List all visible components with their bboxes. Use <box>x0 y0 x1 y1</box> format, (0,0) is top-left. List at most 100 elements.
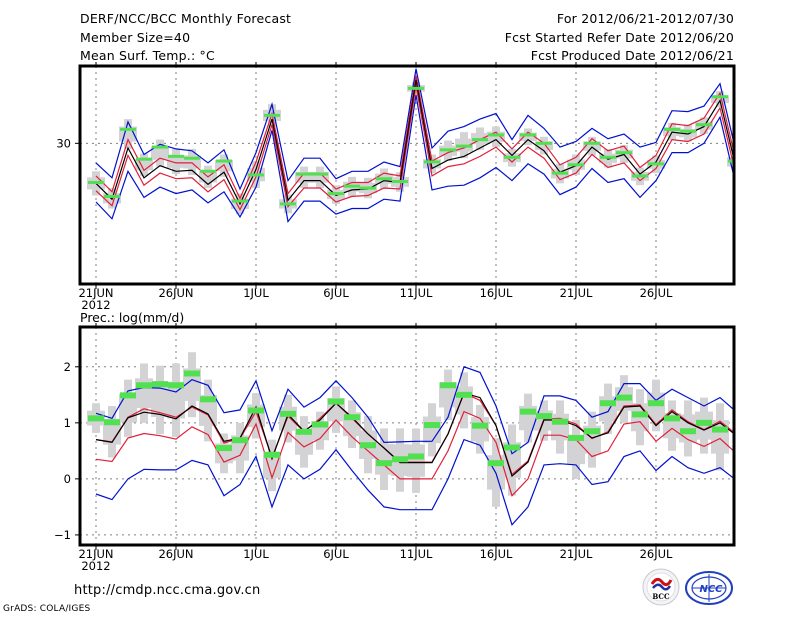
observation-marker <box>360 442 376 449</box>
observation-marker <box>312 421 328 428</box>
observation-marker <box>232 437 248 444</box>
observation-marker <box>616 394 632 401</box>
ensemble-mean-line <box>95 392 734 478</box>
observation-marker <box>408 453 424 460</box>
x-tick-label: 6JUL <box>323 286 349 300</box>
spread-box <box>103 418 121 445</box>
observation-marker <box>136 157 152 161</box>
observation-marker <box>392 180 408 184</box>
x-tick-label: 11JUL <box>400 547 433 561</box>
observation-marker <box>152 145 168 149</box>
x-tick-label: 11JUL <box>400 286 433 300</box>
spread-box <box>423 416 441 444</box>
observation-marker <box>216 445 232 452</box>
lower-inner-line <box>95 85 734 211</box>
observation-marker <box>680 129 696 133</box>
observation-marker <box>424 160 440 164</box>
spread-box <box>519 132 537 141</box>
spread-box <box>679 128 697 138</box>
forecast-produced-date: Fcst Produced Date 2012/06/21 <box>530 48 734 63</box>
observation-marker <box>568 434 584 441</box>
observation-marker <box>472 422 488 429</box>
x-tick-label: 26JUL <box>640 286 673 300</box>
observation-marker <box>488 460 504 467</box>
bcc-logo-text: BCC <box>652 592 670 601</box>
observation-marker <box>280 202 296 206</box>
observation-marker <box>104 419 120 426</box>
x-tick-label: 21JUN <box>78 547 113 561</box>
spread-box <box>151 382 169 417</box>
observation-marker <box>280 410 296 417</box>
x-year-label: 2012 <box>81 298 110 312</box>
observation-marker <box>424 422 440 429</box>
observation-marker <box>536 413 552 420</box>
spread-box <box>535 141 553 151</box>
source-url[interactable]: http://cmdp.ncc.cma.gov.cn <box>74 583 261 598</box>
ncc-logo: NCC <box>684 570 734 606</box>
observation-marker <box>440 148 456 152</box>
chart-title: DERF/NCC/BCC Monthly Forecast <box>80 11 292 26</box>
x-tick-label: 21JUL <box>560 547 593 561</box>
plot-frame <box>78 64 736 286</box>
observation-marker <box>728 159 734 163</box>
observation-marker <box>440 382 456 389</box>
observation-marker <box>200 169 216 173</box>
spread-box <box>423 159 441 169</box>
observation-marker <box>552 418 568 425</box>
x-tick-label: 1JUL <box>243 286 269 300</box>
x-tick-label: 6JUL <box>323 547 349 561</box>
observation-marker <box>392 456 408 463</box>
observation-marker <box>712 95 728 99</box>
x-tick-label: 21JUN <box>78 286 113 300</box>
x-tick-label: 26JUL <box>640 547 673 561</box>
observation-marker <box>264 451 280 458</box>
forecast-start-date: Fcst Started Refer Date 2012/06/20 <box>504 30 734 45</box>
spread-box <box>151 146 169 160</box>
x-year-label: 2012 <box>81 559 110 573</box>
x-tick-label: 16JUL <box>480 286 513 300</box>
observation-marker <box>616 151 632 155</box>
spread-box <box>311 171 329 183</box>
spread-box <box>471 417 489 442</box>
observation-marker <box>344 414 360 421</box>
x-tick-label: 26JUN <box>158 547 193 561</box>
observation-marker <box>600 155 616 159</box>
observation-marker <box>552 171 568 175</box>
observation-marker <box>568 163 584 167</box>
observation-marker <box>664 127 680 131</box>
observation-marker <box>104 194 120 198</box>
forecast-period: For 2012/06/21-2012/07/30 <box>556 11 734 26</box>
y-tick-label: 1 <box>64 416 71 430</box>
spread-box <box>167 155 185 168</box>
observation-marker <box>488 133 504 137</box>
observation-marker <box>536 141 552 145</box>
upper-outer-line <box>95 366 734 455</box>
observation-marker <box>152 381 168 388</box>
observation-marker <box>296 172 312 176</box>
observation-marker <box>376 460 392 467</box>
grads-credit: GrADS: COLA/IGES <box>3 604 91 614</box>
observation-marker <box>168 382 184 389</box>
observation-marker <box>200 396 216 403</box>
observation-marker <box>648 400 664 407</box>
observation-marker <box>120 127 136 131</box>
observation-marker <box>136 382 152 389</box>
spread-box <box>407 444 425 477</box>
spread-box <box>279 406 297 431</box>
observation-marker <box>504 155 520 159</box>
observation-marker <box>648 162 664 166</box>
ncc-logo-text: NCC <box>699 584 723 595</box>
observation-marker <box>312 172 328 176</box>
x-tick-label: 1JUL <box>243 547 269 561</box>
observation-marker <box>600 400 616 407</box>
lower-outer-line <box>95 94 734 224</box>
bcc-logo: BCC <box>642 568 680 606</box>
observation-marker <box>472 138 488 142</box>
observation-marker <box>344 184 360 188</box>
observation-marker <box>296 428 312 435</box>
spread-box <box>183 368 201 401</box>
x-tick-label: 21JUL <box>560 286 593 300</box>
observation-marker <box>696 419 712 426</box>
observation-marker <box>456 144 472 148</box>
lower-inner-line <box>95 410 734 497</box>
